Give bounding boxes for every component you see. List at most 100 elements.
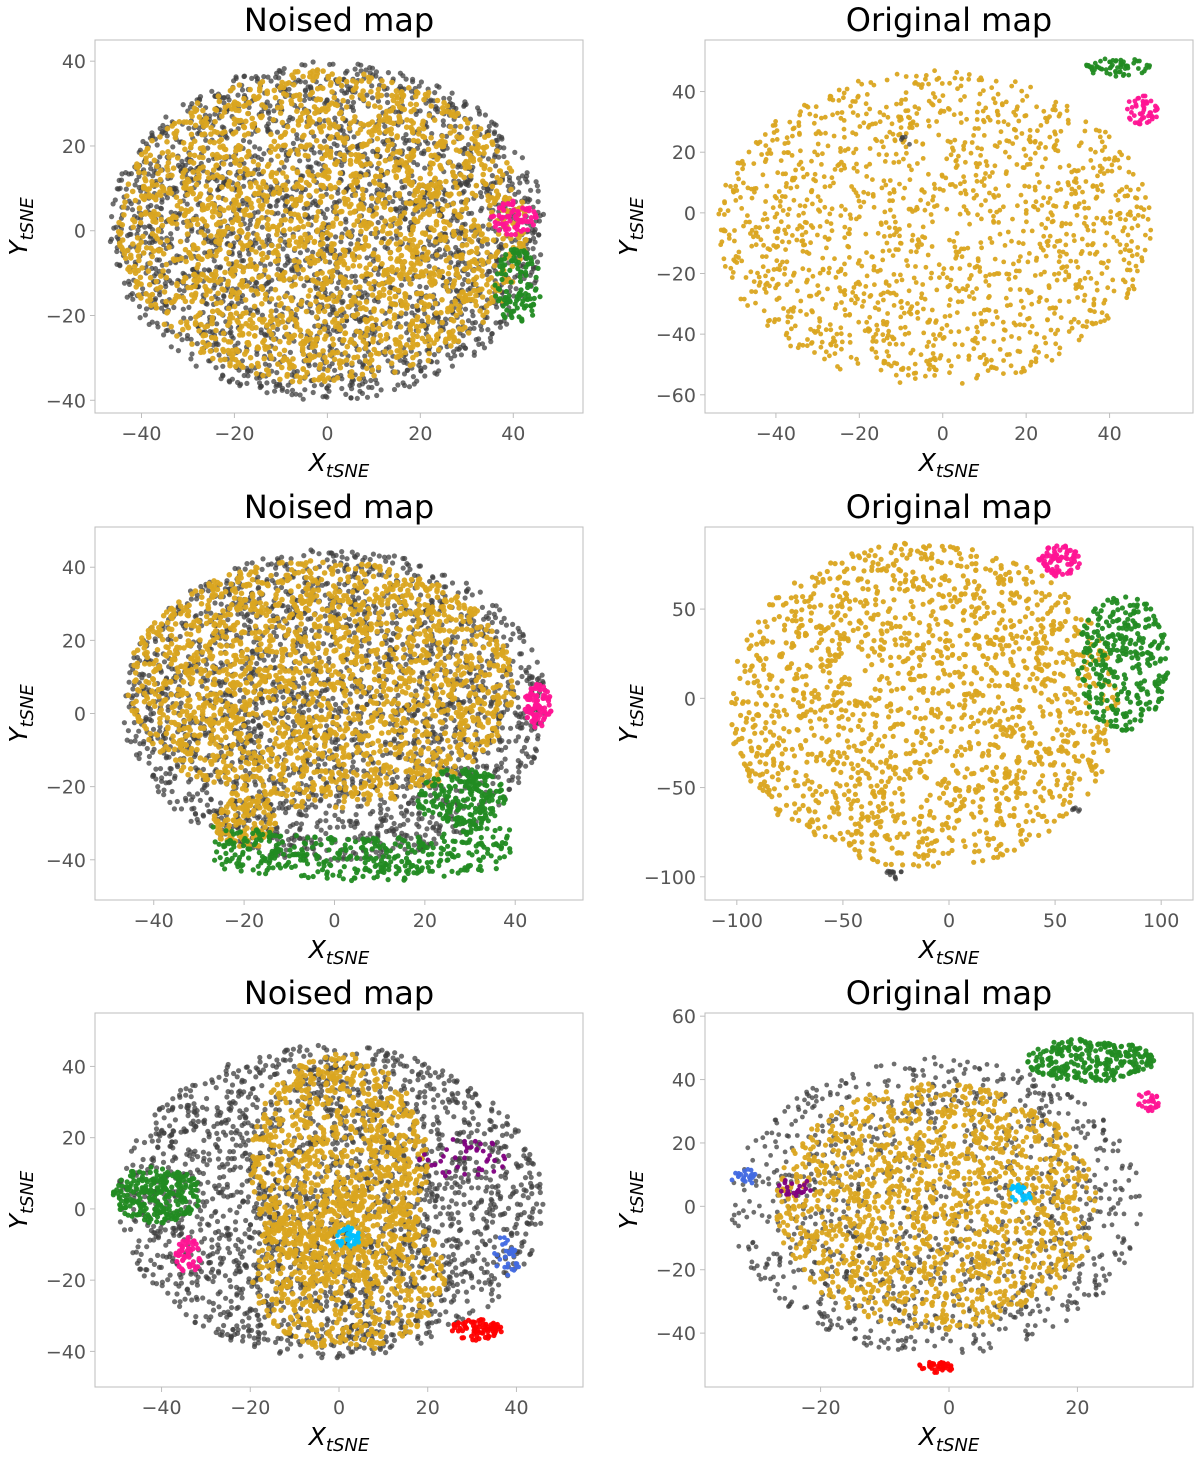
data-point bbox=[343, 219, 349, 225]
data-point bbox=[518, 269, 524, 275]
data-point bbox=[493, 163, 499, 169]
data-point bbox=[261, 151, 267, 157]
data-point bbox=[227, 360, 233, 367]
data-point bbox=[323, 108, 329, 115]
data-point bbox=[177, 238, 184, 245]
data-point bbox=[121, 280, 128, 286]
data-point bbox=[258, 327, 264, 333]
data-point bbox=[232, 159, 238, 165]
data-point bbox=[247, 180, 254, 187]
data-point bbox=[423, 284, 429, 290]
data-point bbox=[517, 290, 523, 297]
data-point bbox=[365, 101, 372, 107]
data-point bbox=[277, 222, 283, 228]
data-point bbox=[309, 253, 315, 260]
data-point bbox=[203, 122, 209, 128]
data-point bbox=[294, 266, 301, 273]
data-point bbox=[1032, 150, 1038, 156]
data-point bbox=[231, 121, 238, 127]
data-point bbox=[276, 75, 282, 81]
data-point bbox=[354, 143, 360, 150]
data-point bbox=[135, 163, 142, 169]
data-point bbox=[294, 323, 300, 330]
data-point bbox=[274, 271, 281, 278]
data-point bbox=[248, 368, 254, 374]
data-point bbox=[292, 274, 298, 280]
data-point bbox=[327, 312, 333, 318]
data-point bbox=[291, 363, 297, 370]
data-point bbox=[337, 170, 344, 176]
data-point bbox=[450, 228, 457, 235]
data-point bbox=[422, 373, 428, 379]
data-point bbox=[248, 204, 255, 211]
data-point bbox=[466, 296, 473, 303]
data-point bbox=[180, 278, 187, 285]
data-point bbox=[286, 86, 292, 92]
data-point bbox=[376, 191, 382, 197]
data-point bbox=[445, 288, 452, 294]
data-point bbox=[367, 160, 373, 167]
data-point bbox=[392, 163, 398, 170]
data-point bbox=[281, 347, 288, 354]
data-point bbox=[437, 237, 444, 243]
data-point bbox=[152, 266, 159, 272]
data-point bbox=[523, 218, 529, 224]
data-point bbox=[329, 89, 335, 95]
plot-frame bbox=[94, 39, 584, 414]
data-point bbox=[253, 370, 260, 377]
data-point bbox=[528, 303, 534, 309]
data-point bbox=[339, 317, 346, 324]
data-point bbox=[239, 87, 246, 93]
x-tick-label: −40 bbox=[121, 423, 161, 445]
data-point bbox=[465, 182, 472, 188]
x-tick-label: 40 bbox=[501, 423, 525, 445]
data-point bbox=[528, 218, 534, 225]
data-point bbox=[284, 124, 291, 130]
data-point bbox=[180, 140, 187, 146]
data-point bbox=[433, 143, 440, 150]
data-point bbox=[355, 184, 361, 190]
data-point bbox=[427, 234, 433, 240]
data-point bbox=[356, 346, 363, 353]
data-point bbox=[280, 170, 286, 176]
data-point bbox=[265, 108, 271, 114]
data-point bbox=[357, 92, 364, 98]
data-point bbox=[309, 89, 316, 96]
data-point bbox=[286, 365, 293, 371]
data-point bbox=[254, 291, 261, 297]
data-point bbox=[209, 308, 216, 315]
data-point bbox=[303, 357, 309, 364]
data-point bbox=[423, 294, 430, 300]
data-point bbox=[414, 303, 420, 309]
data-point bbox=[309, 129, 316, 135]
data-point bbox=[427, 270, 434, 276]
data-point bbox=[209, 151, 216, 158]
data-point bbox=[408, 124, 414, 131]
data-point bbox=[282, 324, 289, 331]
data-point bbox=[189, 341, 195, 347]
data-point bbox=[439, 297, 445, 303]
data-point bbox=[298, 275, 304, 282]
data-point bbox=[328, 194, 335, 200]
data-point bbox=[151, 168, 157, 174]
data-point bbox=[360, 192, 366, 198]
data-point bbox=[382, 123, 388, 129]
data-point bbox=[463, 101, 469, 107]
data-point bbox=[321, 253, 327, 260]
data-point bbox=[259, 224, 265, 230]
data-point bbox=[320, 123, 327, 129]
data-point bbox=[261, 74, 267, 80]
data-point bbox=[147, 152, 154, 159]
data-point bbox=[229, 219, 236, 226]
data-point bbox=[211, 258, 217, 264]
data-point bbox=[225, 322, 231, 329]
data-point bbox=[395, 247, 402, 253]
data-point bbox=[281, 164, 287, 170]
data-point bbox=[220, 161, 227, 167]
data-point bbox=[221, 287, 227, 293]
data-point bbox=[275, 143, 282, 149]
data-point bbox=[443, 133, 450, 139]
data-point bbox=[433, 218, 440, 225]
data-point bbox=[198, 321, 204, 328]
data-point bbox=[465, 271, 471, 278]
